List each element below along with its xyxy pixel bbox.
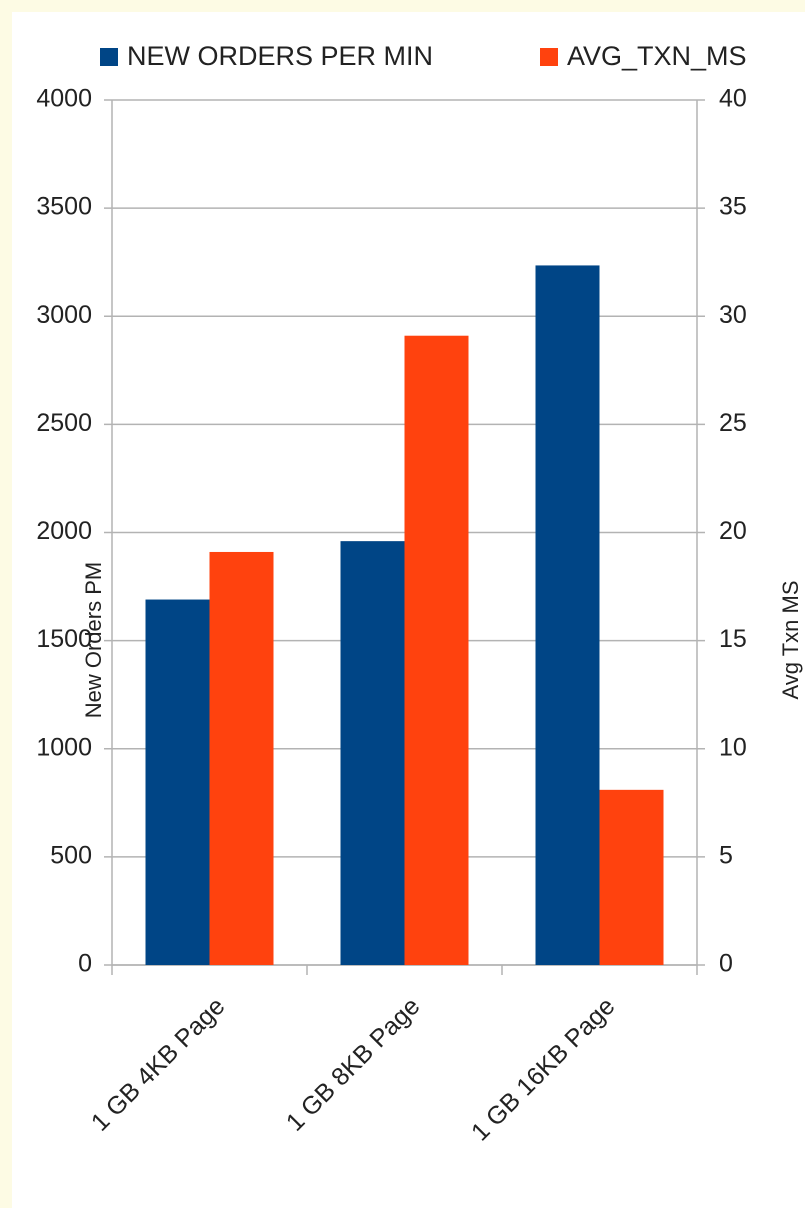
bar bbox=[535, 265, 600, 965]
y2-tick-label: 15 bbox=[719, 625, 747, 653]
bar bbox=[145, 599, 210, 965]
y-tick-label: 500 bbox=[50, 841, 92, 869]
legend-label: NEW ORDERS PER MIN bbox=[127, 41, 433, 71]
y-tick-label: 3500 bbox=[36, 193, 92, 221]
bar bbox=[209, 551, 274, 965]
legend-swatch bbox=[100, 48, 118, 66]
bar bbox=[599, 789, 664, 965]
y2-tick-label: 20 bbox=[719, 517, 747, 545]
y2-axis-title: Avg Txn MS bbox=[778, 580, 803, 699]
y-tick-label: 0 bbox=[78, 950, 92, 978]
y2-tick-label: 5 bbox=[719, 841, 733, 869]
y-tick-label: 3000 bbox=[36, 301, 92, 329]
bar bbox=[404, 335, 469, 965]
bar bbox=[340, 541, 405, 965]
y-tick-label: 2500 bbox=[36, 409, 92, 437]
y2-tick-label: 10 bbox=[719, 733, 747, 761]
y-tick-label: 1000 bbox=[36, 733, 92, 761]
y2-tick-label: 25 bbox=[719, 409, 747, 437]
y2-tick-label: 0 bbox=[719, 950, 733, 978]
y-tick-label: 4000 bbox=[36, 85, 92, 113]
y-axis-title: New Orders PM bbox=[81, 562, 106, 718]
y-tick-label: 1500 bbox=[36, 625, 92, 653]
y2-tick-label: 40 bbox=[719, 85, 747, 113]
y-tick-label: 2000 bbox=[36, 517, 92, 545]
y2-tick-label: 30 bbox=[719, 301, 747, 329]
legend-swatch bbox=[540, 48, 558, 66]
legend-label: AVG_TXN_MS bbox=[567, 41, 747, 71]
y2-tick-label: 35 bbox=[719, 193, 747, 221]
